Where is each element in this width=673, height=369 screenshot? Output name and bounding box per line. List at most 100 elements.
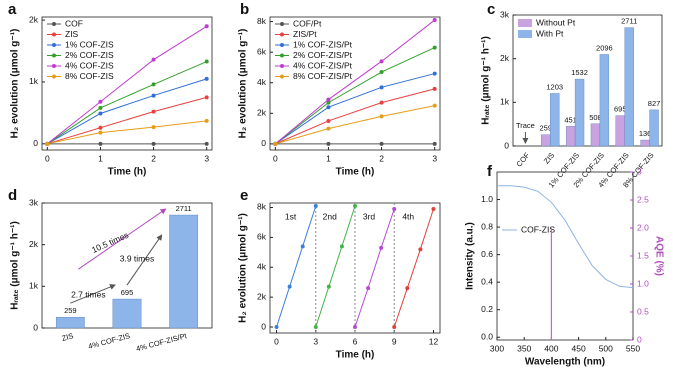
legend-label: 4% COF-ZIS/Pt [293,60,353,70]
x-tick-label: ZIS [542,151,556,166]
legend-swatch [518,30,532,38]
x-tick-label: 0 [274,336,279,346]
x-tick-label: 500 [599,343,613,353]
x-tick-label: 350 [517,343,531,353]
run-label: 4th [402,211,414,221]
series-line [275,73,435,145]
y-tick-label: 1k [500,97,510,107]
y2-tick-label: 2.5 [637,194,649,204]
panel-label: f [487,163,493,180]
value-label: 695 [121,288,134,297]
series-line [47,61,207,145]
legend-label: With Pt [536,28,564,38]
x-tick-label: 4% COF-ZIS/Pt [135,331,189,353]
series-line [276,205,317,328]
value-label: 827 [648,99,661,108]
legend-swatch [518,19,532,27]
x-tick-label: 1 [326,153,331,163]
legend-marker [52,43,56,47]
x-tick-label: 3 [313,336,318,346]
y-tick-label: 2k [257,108,267,118]
series-line [47,78,207,145]
series-line [275,105,435,145]
legend-marker [52,32,56,37]
y2-tick-label: 1.0 [637,278,649,288]
plot-frame [496,171,634,341]
y-tick-label: 0 [261,321,266,331]
x-tick-label: 4% COF-ZIS [87,331,131,351]
run-label: 2nd [323,211,337,221]
arrow [126,234,163,286]
bar [169,214,199,329]
series-line [275,47,435,145]
value-label: 259 [64,306,77,315]
legend-label: COF/Pt [293,18,322,28]
y-tick-label: 8k [257,16,267,26]
x-tick-label: 12 [429,336,439,346]
x-tick-label: 3 [432,153,437,163]
legend-marker [52,53,56,58]
x-tick-label: 9 [392,336,397,346]
legend-marker [52,64,56,68]
legend-label: Without Pt [536,17,576,27]
legend-label: 8% COF-ZIS [65,71,114,81]
legend-label: COF [65,18,83,28]
value-label: 451 [564,115,577,124]
y2-tick-label: 0.5 [637,306,649,316]
y-tick-label: 2k [29,14,39,24]
legend-label: ZIS/Pt [293,29,317,39]
bar [615,115,625,147]
legend-label: 2% COF-ZIS [65,50,114,60]
value-label: 1532 [571,68,588,77]
legend-marker [280,74,284,79]
bar [624,27,634,147]
series-line [47,120,207,145]
series-line [47,96,207,145]
y-tick-label: 1.0 [481,194,493,204]
legend-label: 1% COF-ZIS/Pt [293,39,353,49]
bar [550,93,560,147]
legend-marker [280,22,284,26]
legend-label: COF-ZIS [521,224,555,234]
run-label: 1st [285,211,297,221]
x-tick-label: 550 [626,343,640,353]
x-tick-label: 1 [98,153,103,163]
legend-label: 4% COF-ZIS [65,60,114,70]
bar [541,134,551,147]
series-line [47,25,207,145]
y-tick-label: 4k [257,262,267,272]
y-tick-label: 0 [504,140,509,150]
series-line [354,208,395,328]
value-label: 259 [540,124,553,133]
legend-marker [280,53,284,58]
value-label: 2096 [596,43,613,52]
y-tick-label: 2k [257,291,267,301]
value-label: 508 [589,113,602,122]
bar [574,78,585,147]
y-tick-label: 2k [29,239,39,249]
y-tick-label: 8k [257,202,267,212]
y-tick-label: 2k [500,53,510,63]
y-tick-label: 0 [261,138,266,148]
bar [55,317,85,329]
y-tick-label: 6k [257,46,267,56]
series-line [393,208,434,328]
x-tick-label: 450 [572,343,586,353]
y-tick-label: 0.0 [481,331,493,341]
bar [649,109,659,147]
y-tick-label: 1k [29,281,39,291]
run-label: 3rd [363,211,376,221]
x-axis-label: Wavelength (nm) [525,357,605,368]
x-tick-label: 2 [151,153,156,163]
legend-marker [280,43,284,47]
x-tick-label: 2 [379,153,384,163]
x-tick-label: ZIS [61,331,75,343]
y2-tick-label: 2.0 [637,222,649,232]
bar [112,298,142,329]
y-tick-label: 0 [33,322,38,332]
annotation: 2.7 times [71,289,106,299]
y-tick-label: 3k [500,9,510,19]
y-tick-label: 0.4 [481,276,493,286]
x-axis-label: Time (h) [336,350,375,361]
